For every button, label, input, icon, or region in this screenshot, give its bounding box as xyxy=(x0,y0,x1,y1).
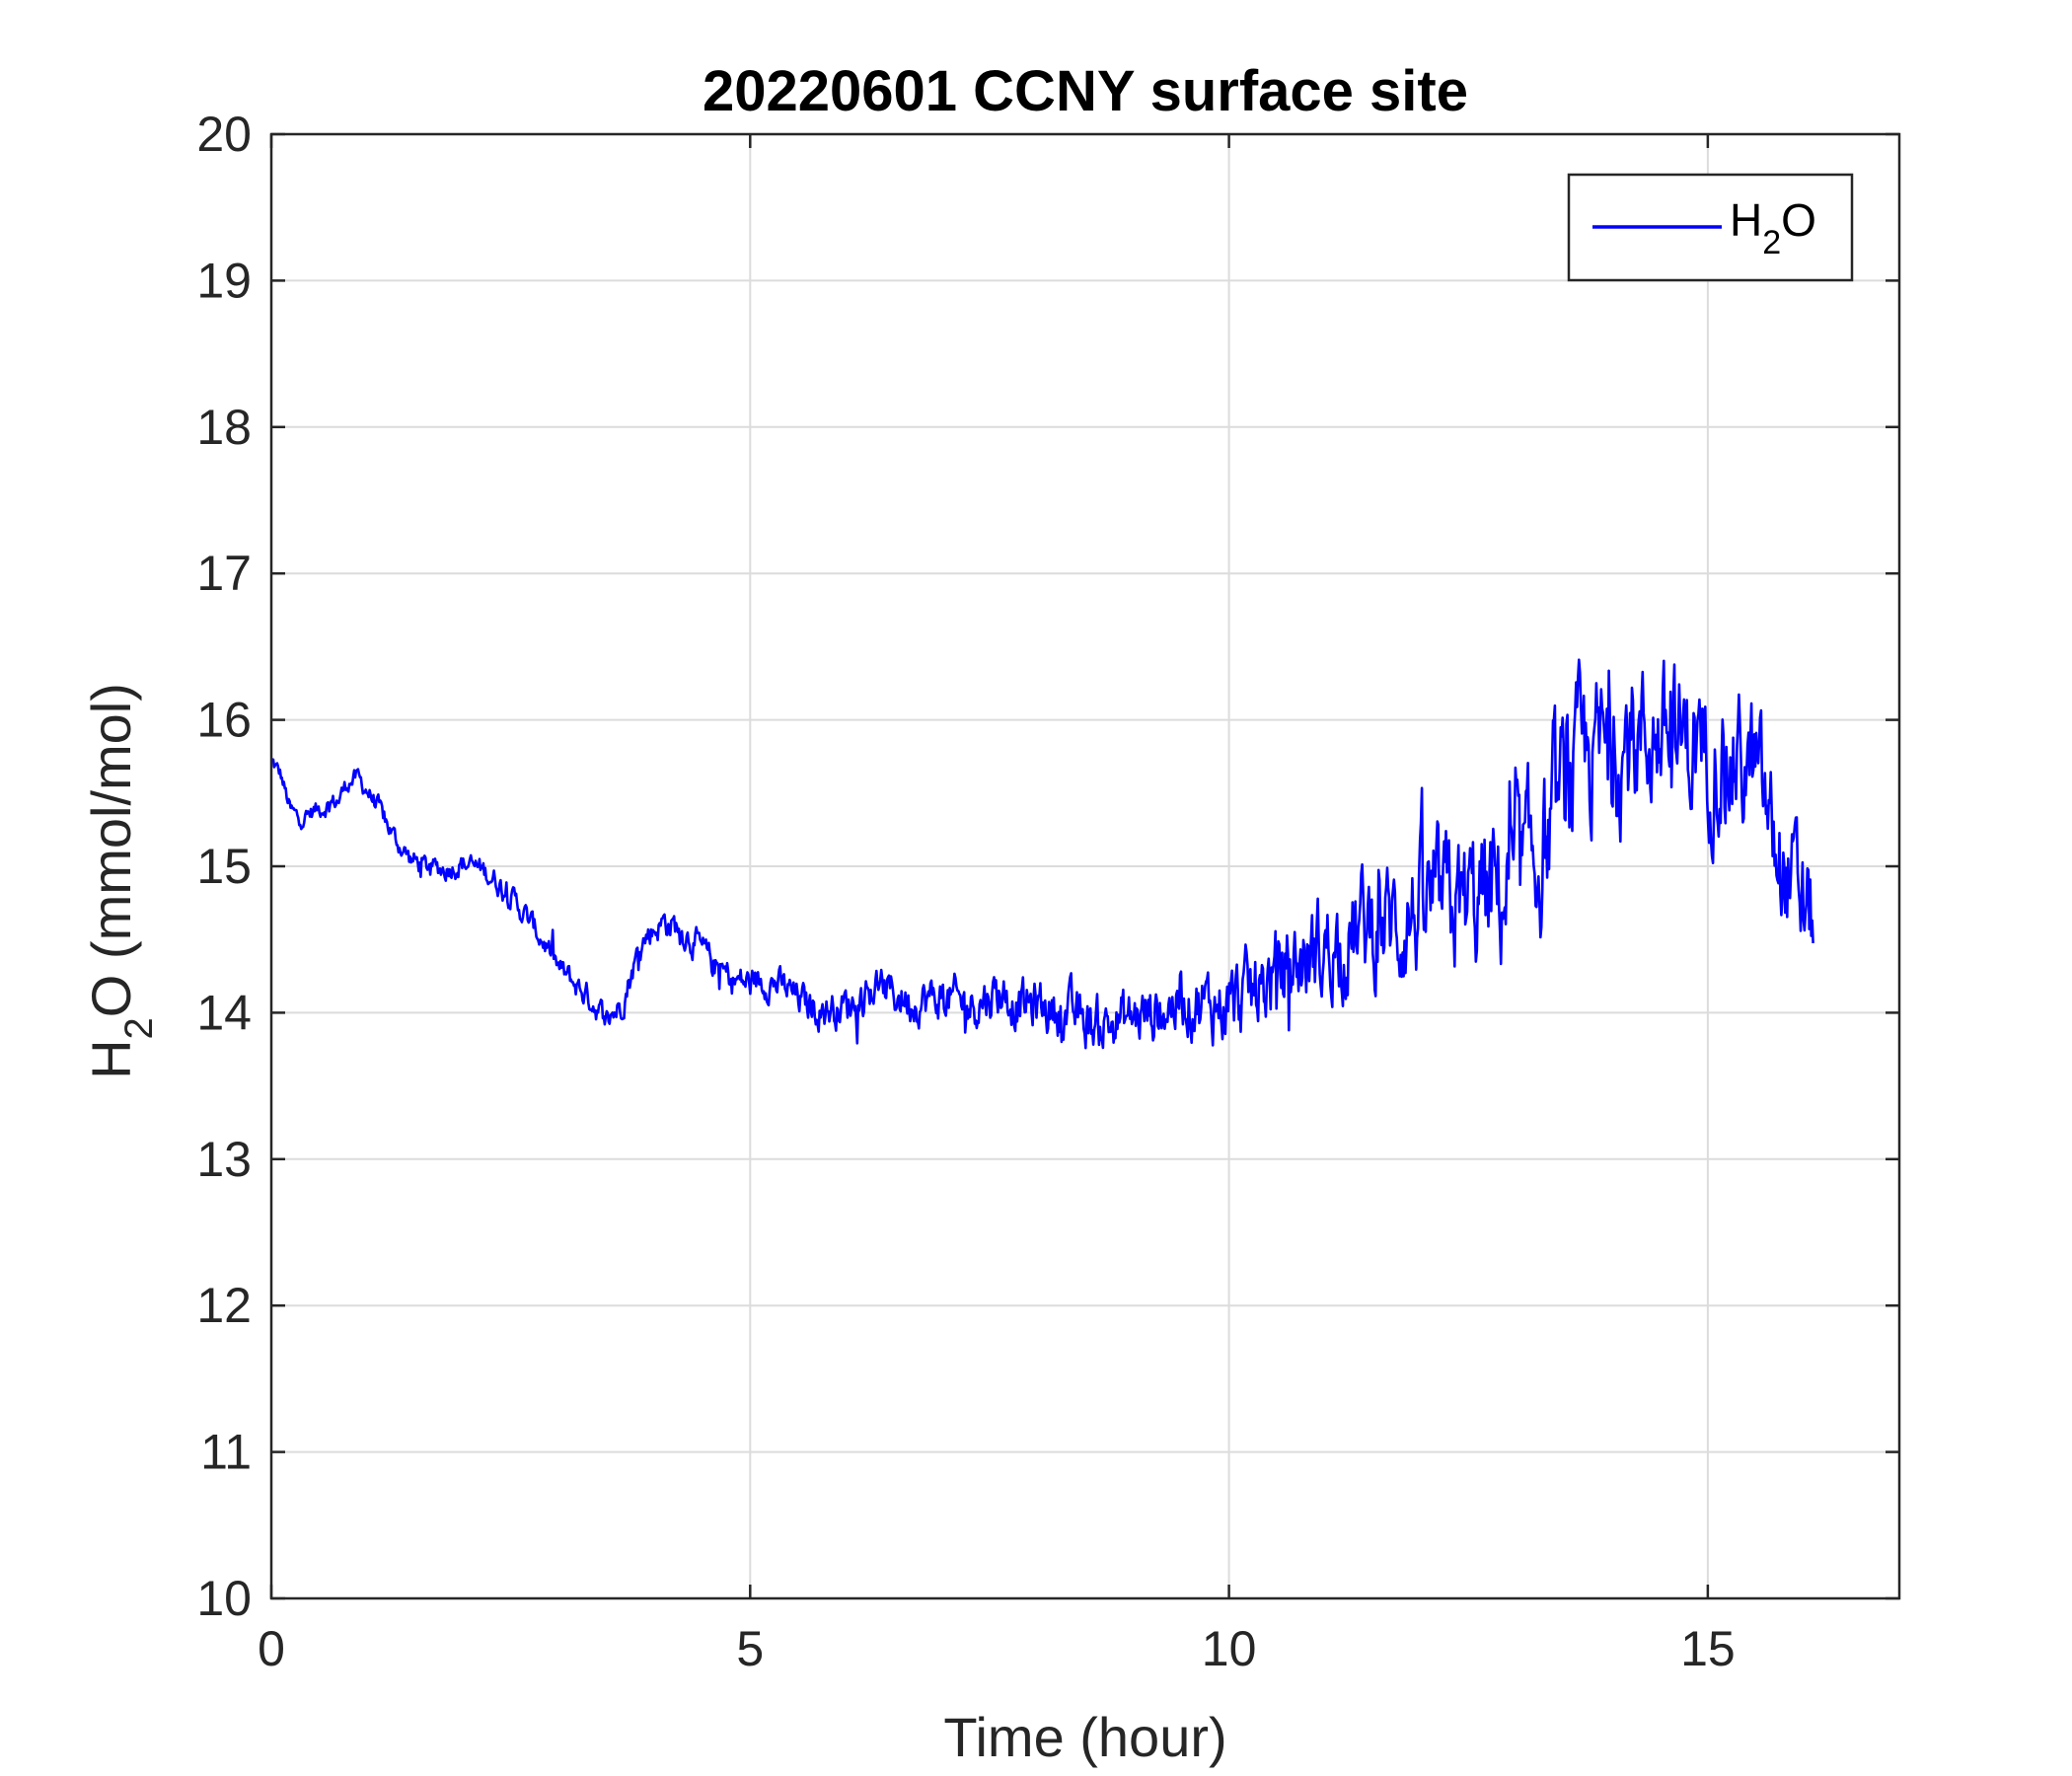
y-tick-label: 13 xyxy=(196,1132,252,1187)
series-line-h2o xyxy=(270,658,1814,1050)
y-axis-label-main: H xyxy=(80,1039,142,1078)
y-axis-label: H2O (mmol/mol) xyxy=(80,683,161,1079)
y-tick-label: 16 xyxy=(196,693,252,748)
tick-marks: 0 5 10 15 10 11 12 13 14 15 16 17 18 19 20 xyxy=(196,107,1899,1676)
legend-entry-main: H xyxy=(1730,194,1762,246)
y-tick-label: 11 xyxy=(200,1425,252,1480)
y-tick-label: 18 xyxy=(196,400,252,455)
series-layer xyxy=(270,658,1814,1050)
y-tick-label: 14 xyxy=(196,985,252,1040)
y-axis-label-subscript: 2 xyxy=(117,1017,161,1039)
y-axis-label-rest: O (mmol/mol) xyxy=(80,683,142,1017)
legend-entry-rest: O xyxy=(1781,194,1816,246)
x-tick-label: 5 xyxy=(736,1621,764,1676)
y-tick-label: 12 xyxy=(196,1278,252,1333)
y-tick-label: 19 xyxy=(196,253,252,308)
chart-title: 20220601 CCNY surface site xyxy=(703,59,1468,123)
x-tick-label: 10 xyxy=(1202,1621,1257,1676)
legend: H2O xyxy=(1567,173,1854,282)
x-tick-label: 15 xyxy=(1680,1621,1736,1676)
x-axis-label: Time (hour) xyxy=(943,1706,1226,1768)
grid-lines xyxy=(270,133,1899,1599)
legend-entry-h2o: H2O xyxy=(1730,194,1816,261)
legend-entry-subscript: 2 xyxy=(1762,224,1781,261)
y-tick-label: 10 xyxy=(196,1571,252,1626)
y-tick-label: 15 xyxy=(196,839,252,894)
y-tick-label: 20 xyxy=(196,107,252,162)
x-tick-label: 0 xyxy=(258,1621,285,1676)
y-tick-label: 17 xyxy=(196,546,252,601)
